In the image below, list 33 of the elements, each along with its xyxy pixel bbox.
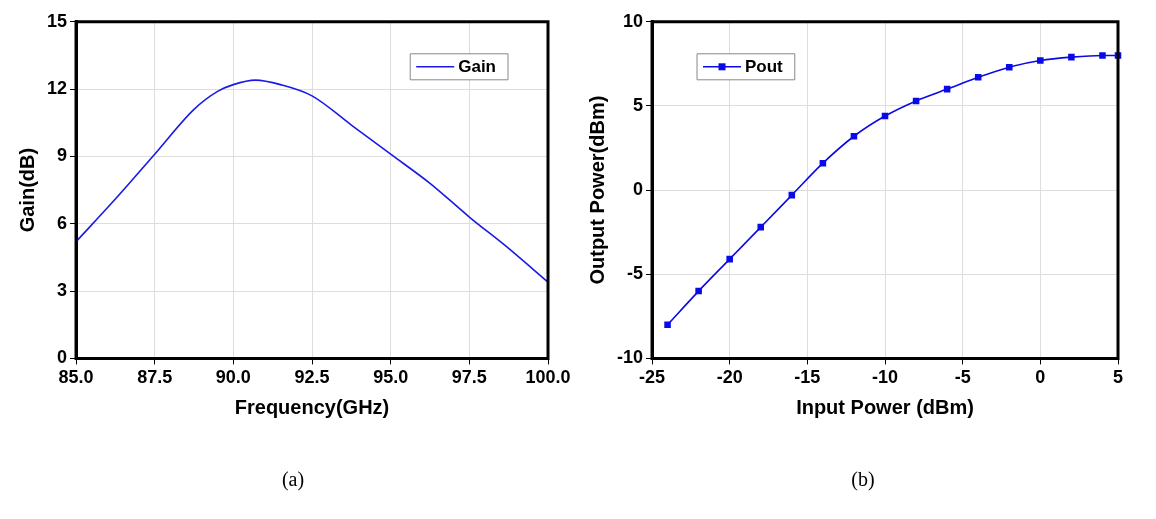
x-tick-label: 95.0 xyxy=(373,367,409,388)
x-tick-label: 0 xyxy=(1035,367,1046,388)
y-tick-label: 10 xyxy=(622,10,644,31)
y-tick-label: 9 xyxy=(57,145,68,166)
x-tick-label: 97.5 xyxy=(451,367,487,388)
x-axis-title: Input Power (dBm) xyxy=(796,395,974,418)
y-tick-label: -5 xyxy=(627,263,644,284)
x-tick-label: 92.5 xyxy=(294,367,330,388)
x-tick-label: -15 xyxy=(794,367,821,388)
x-tick-label: -25 xyxy=(639,367,666,388)
y-tick-label: -10 xyxy=(617,347,644,368)
x-tick-label: -20 xyxy=(716,367,743,388)
text: (b) xyxy=(850,468,876,491)
y-tick-label: 5 xyxy=(633,94,644,115)
y-axis-title: Output Power(dBm) xyxy=(585,95,608,285)
x-tick-label: 87.5 xyxy=(137,367,173,388)
x-tick-label: 85.0 xyxy=(58,367,94,388)
x-tick-label: 90.0 xyxy=(215,367,251,388)
x-tick-label: 100.0 xyxy=(525,367,571,388)
legend-label: Gain xyxy=(458,57,497,77)
x-tick-label: -5 xyxy=(954,367,971,388)
x-axis-title: Frequency(GHz) xyxy=(234,395,390,418)
y-tick-label: 15 xyxy=(46,10,68,31)
y-tick-label: 6 xyxy=(57,212,68,233)
y-tick-label: 3 xyxy=(57,280,68,301)
legend-label: Pout xyxy=(745,57,784,77)
text: (a) xyxy=(280,468,306,491)
y-axis-title: Gain(dB) xyxy=(15,147,38,233)
x-tick-label: -10 xyxy=(872,367,899,388)
y-tick-label: 12 xyxy=(46,78,68,99)
y-tick-label: 0 xyxy=(57,347,68,368)
x-tick-label: 5 xyxy=(1112,367,1124,388)
y-tick-label: 0 xyxy=(633,179,644,200)
